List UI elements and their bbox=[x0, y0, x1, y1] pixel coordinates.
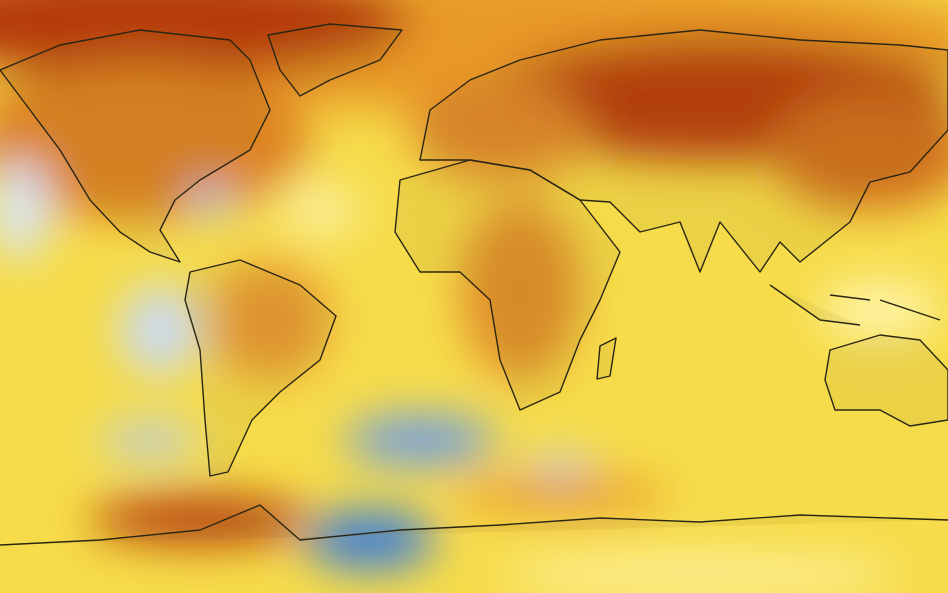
indonesia bbox=[769, 284, 941, 326]
greenland bbox=[267, 23, 403, 97]
coastlines bbox=[0, 23, 948, 546]
antarctica bbox=[0, 504, 948, 546]
north-america bbox=[0, 29, 271, 263]
south-america bbox=[184, 259, 337, 477]
madagascar bbox=[596, 337, 617, 380]
eurasia bbox=[419, 29, 948, 273]
australia bbox=[824, 334, 948, 427]
